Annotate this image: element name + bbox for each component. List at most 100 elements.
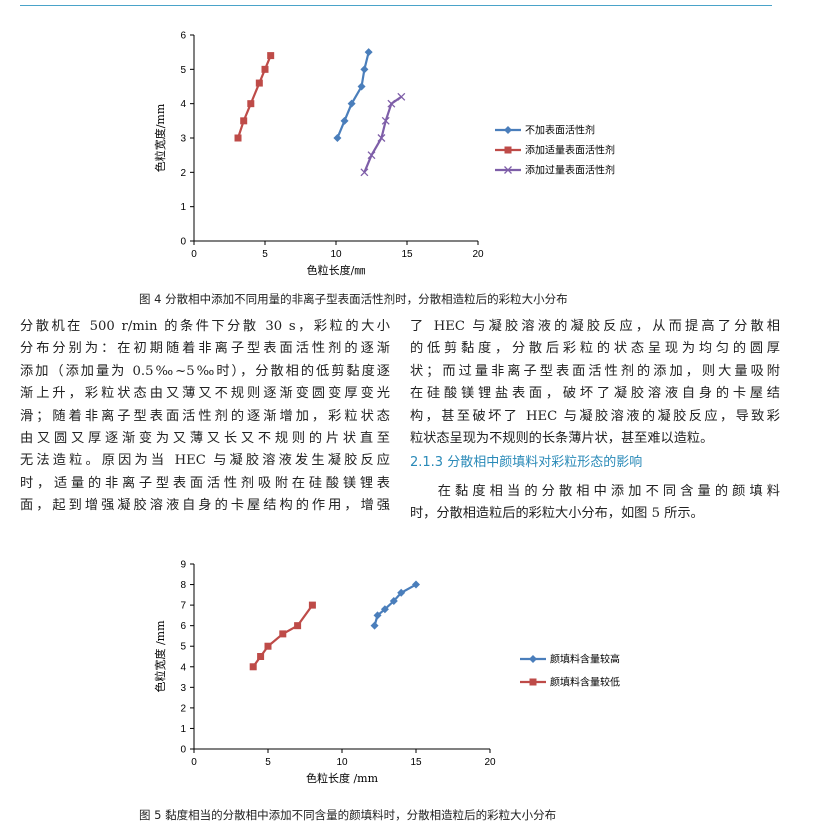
para2-line: 在黏度相当的分散相中添加不同含量的颜填料 [437, 483, 780, 499]
left-line: 无法造粒。原因为当 HEC 与凝胶溶液发生凝胶反应 [20, 453, 390, 469]
right-line: 构，甚至破坏了 HEC 与凝胶溶液的凝胶反应，导致彩 [410, 408, 780, 424]
section-heading-2-1-3: 2.1.3 分散相中颜填料对彩粒形态的影响 [410, 455, 643, 471]
series-line [363, 95, 402, 173]
data-point-diamond [357, 82, 366, 91]
x-tick-label: 20 [472, 249, 484, 260]
data-point-square [504, 146, 512, 154]
x-axis-title: 色粒长度 /mm [306, 771, 379, 785]
x-axis-title: 色粒长度/㎜ [307, 263, 366, 277]
data-point-diamond [389, 597, 398, 605]
data-point-diamond [373, 611, 382, 620]
para2-line: 时，分散相造粒后的彩粒大小分布，如图 5 所示。 [410, 506, 704, 522]
right-text-column: 了 HEC 与凝胶溶液的凝胶反应，从而提高了分散相 的低剪黏度，分散后彩粒的状态… [410, 316, 780, 526]
left-line: 渐上升，彩粒状态由又薄又不规则逐渐变圆变厚变光 [20, 386, 390, 402]
y-tick-label: 2 [180, 168, 186, 179]
legend-label: 不加表面活性剂 [525, 124, 595, 137]
data-point-diamond [364, 48, 373, 57]
y-tick-label: 6 [180, 31, 186, 42]
figure-5-caption: 图 5 黏度相当的分散相中添加不同含量的颜填料时，分散相造粒后的彩粒大小分布 [139, 808, 557, 822]
data-point-diamond [360, 65, 369, 74]
data-point-square [234, 134, 242, 142]
data-point-square [240, 117, 248, 125]
left-line: 添加（添加量为 0.5‰~5‰时），分散相的低剪黏度逐 [20, 363, 390, 379]
data-point-square [308, 601, 316, 609]
y-tick-label: 0 [180, 745, 186, 756]
series-line [336, 51, 370, 139]
left-line: 由又圆又厚逐渐变为又薄又长又不规则的片状直至 [20, 431, 390, 447]
y-axis-title: 色粒宽度/mm [153, 103, 167, 172]
y-tick-label: 2 [180, 703, 186, 714]
left-text-column: 分散机在 500 r/min 的条件下分散 30 s，彩粒的大小 分布分别为：在… [20, 316, 390, 518]
data-point-x [397, 92, 406, 101]
figure-4-chart: 0 1 2 3 4 5 6 0 5 10 15 20 色粒长度/㎜ 色粒宽度/mm 不加表面活性剂添加适量表… [150, 28, 670, 284]
data-point-diamond [333, 134, 342, 142]
y-tick-label: 9 [180, 560, 186, 571]
data-point-square [529, 678, 537, 686]
right-line: 了 HEC 与凝胶溶液的凝胶反应，从而提高了分散相 [410, 319, 780, 334]
data-point-square [255, 79, 263, 87]
figure-4-svg: 0 1 2 3 4 5 6 0 5 10 15 20 色粒长度/㎜ 色粒宽度/mm 不加表面活性剂添加适量表… [153, 31, 615, 278]
data-point-diamond [370, 621, 379, 630]
data-point-diamond [347, 99, 356, 108]
left-line: 面，起到增强凝胶溶液自身的卡屋结构的作用，增强 [20, 498, 390, 514]
figure-5-chart: 0 1 2 3 4 5 6 7 8 9 0 5 10 15 20 色粒长度 /mm 色粒宽度 /mm 颜填料含量较… [150, 556, 670, 804]
legend-label: 颜填料含量较高 [550, 653, 620, 666]
data-point-x [381, 116, 390, 125]
data-point-diamond [380, 605, 389, 614]
legend-label: 添加适量表面活性剂 [525, 144, 615, 157]
data-point-x [377, 134, 386, 142]
data-point-square [257, 653, 265, 660]
data-point-diamond [412, 580, 420, 589]
right-line: 粒状态呈现为不规则的长条薄片状，甚至难以造粒。 [410, 431, 714, 447]
page-top-rule [20, 5, 772, 6]
data-point-square [294, 622, 302, 630]
left-line: 滑；随着非离子型表面活性剂的逐渐增加，彩粒状态 [20, 408, 390, 424]
data-point-square [267, 52, 275, 60]
x-tick-label: 0 [191, 757, 197, 768]
data-point-diamond [340, 116, 349, 125]
x-tick-label: 0 [191, 249, 197, 260]
x-tick-label: 20 [484, 757, 496, 768]
x-tick-label: 15 [410, 757, 422, 768]
data-point-square [261, 65, 269, 73]
data-point-x [504, 166, 512, 174]
x-tick-label: 5 [262, 249, 268, 260]
legend-label: 添加过量表面活性剂 [525, 164, 615, 177]
left-line: 分布分别为：在初期随着非离子型表面活性剂的逐渐 [20, 341, 390, 357]
figure-5-svg: 0 1 2 3 4 5 6 7 8 9 0 5 10 15 20 色粒长度 /mm 色粒宽度 /mm 颜填料含量较… [153, 560, 620, 786]
data-point-square [247, 100, 255, 108]
y-tick-label: 1 [180, 202, 186, 213]
x-tick-label: 5 [265, 757, 271, 768]
data-point-diamond [397, 588, 406, 597]
y-tick-label: 8 [180, 580, 186, 591]
y-axis-title: 色粒宽度 /mm [153, 620, 167, 693]
data-point-x [367, 151, 376, 160]
left-line: 分散机在 500 r/min 的条件下分散 30 s，彩粒的大小 [20, 319, 390, 334]
data-point-x [387, 99, 396, 108]
x-tick-label: 10 [336, 757, 348, 768]
y-tick-label: 1 [180, 724, 186, 735]
y-tick-label: 7 [180, 601, 186, 612]
legend-label: 颜填料含量较低 [550, 676, 620, 689]
series-line [373, 583, 417, 626]
data-point-x [360, 168, 369, 177]
data-point-square [264, 642, 272, 650]
right-line: 的低剪黏度，分散后彩粒的状态呈现为均匀的圆厚 [410, 341, 780, 357]
right-line: 在硅酸镁锂盐表面，破坏了凝胶溶液自身的卡屋结 [410, 386, 780, 402]
data-point-square [279, 630, 287, 638]
y-tick-label: 4 [180, 99, 186, 110]
y-tick-label: 6 [180, 621, 186, 632]
y-tick-label: 3 [180, 134, 186, 145]
left-line: 时，适量的非离子型表面活性剂吸附在硅酸镁锂表 [20, 475, 390, 491]
figure-4-caption: 图 4 分散相中添加不同用量的非离子型表面活性剂时，分散相造粒后的彩粒大小分布 [139, 292, 568, 306]
y-tick-label: 3 [180, 683, 186, 694]
data-point-square [249, 663, 257, 671]
right-line: 状；而过量非离子型表面活性剂的添加，则大量吸附 [410, 363, 780, 379]
y-tick-label: 4 [180, 662, 186, 673]
x-tick-label: 15 [401, 249, 413, 260]
x-tick-label: 10 [330, 249, 342, 260]
y-tick-label: 5 [180, 642, 186, 653]
y-tick-label: 0 [180, 237, 186, 248]
y-tick-label: 5 [180, 65, 186, 76]
data-point-diamond [504, 126, 512, 134]
